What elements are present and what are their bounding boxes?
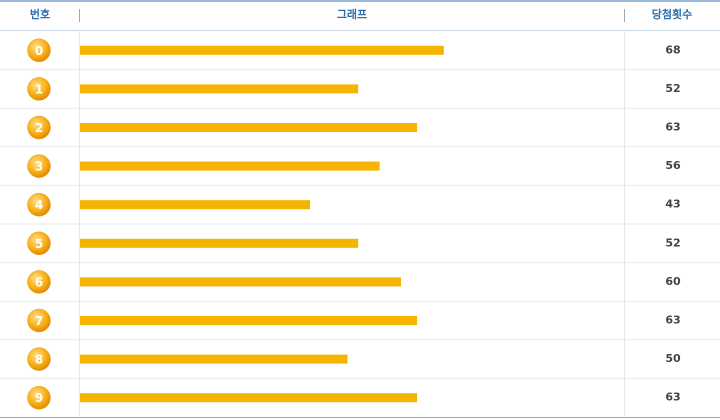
ball bbox=[27, 231, 51, 256]
bar bbox=[80, 393, 418, 403]
bar bbox=[80, 354, 348, 364]
ball-number: 8 bbox=[35, 353, 43, 367]
ball bbox=[27, 308, 51, 333]
ball bbox=[27, 38, 51, 63]
bar bbox=[80, 238, 359, 248]
ball-number: 2 bbox=[35, 121, 43, 135]
bar bbox=[80, 45, 444, 55]
ball bbox=[27, 192, 51, 217]
bar bbox=[80, 200, 311, 210]
header-count: 당첨횟수 bbox=[652, 7, 692, 21]
count: 60 bbox=[665, 275, 681, 288]
ball bbox=[27, 154, 51, 178]
count: 63 bbox=[665, 121, 680, 134]
ball bbox=[27, 347, 51, 371]
ball-number: 9 bbox=[35, 391, 43, 405]
count: 43 bbox=[665, 198, 680, 211]
header-graph: 그래프 bbox=[337, 7, 367, 21]
count: 52 bbox=[665, 236, 680, 249]
ball bbox=[27, 77, 51, 101]
bar bbox=[80, 316, 418, 325]
ball-number: 7 bbox=[35, 314, 43, 328]
bar bbox=[80, 161, 380, 171]
count: 50 bbox=[665, 352, 681, 365]
ball bbox=[27, 115, 51, 140]
ball bbox=[27, 385, 51, 410]
header-number: 번호 bbox=[30, 7, 50, 21]
bar bbox=[80, 277, 401, 287]
ball bbox=[27, 270, 51, 294]
ball-number: 5 bbox=[35, 237, 43, 251]
ball-number: 3 bbox=[35, 160, 43, 174]
count: 56 bbox=[665, 159, 681, 172]
ball-number: 0 bbox=[35, 44, 43, 58]
count: 52 bbox=[665, 82, 680, 95]
bar bbox=[80, 123, 418, 132]
ball-number: 6 bbox=[35, 275, 43, 289]
count: 63 bbox=[665, 314, 680, 327]
count: 63 bbox=[665, 391, 680, 404]
ball-number: 1 bbox=[35, 82, 43, 96]
bar bbox=[80, 84, 359, 94]
count: 68 bbox=[665, 43, 680, 56]
ball-number: 4 bbox=[35, 198, 43, 212]
